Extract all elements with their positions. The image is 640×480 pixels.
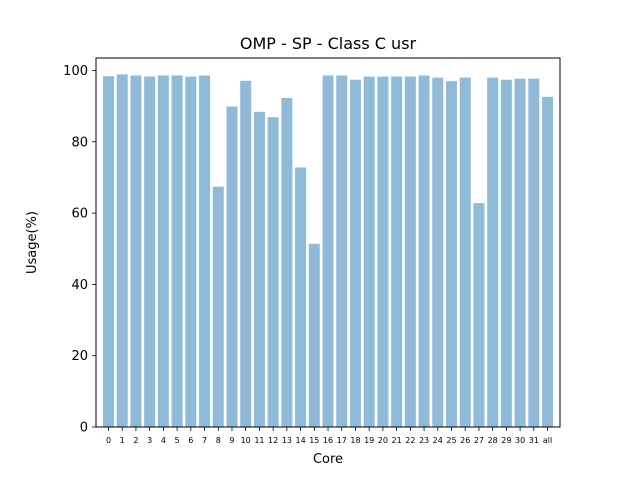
- x-tick-label: 28: [488, 436, 498, 445]
- x-tick-label: 24: [433, 436, 443, 445]
- bar-core-10: [240, 80, 252, 427]
- x-tick-label: 11: [254, 436, 264, 445]
- bar-core-2: [130, 75, 142, 427]
- y-tick-label: 80: [71, 135, 88, 150]
- x-tick-label: 1: [120, 436, 125, 445]
- bar-core-13: [281, 97, 293, 428]
- bar-core-6: [185, 76, 197, 427]
- x-tick-label: all: [543, 436, 552, 445]
- bar-core-0: [103, 76, 114, 428]
- x-tick-label: 21: [392, 436, 402, 445]
- bar-core-28: [487, 77, 499, 428]
- x-tick-label: 23: [419, 436, 429, 445]
- x-tick-label: 3: [147, 436, 152, 445]
- bar-core-18: [349, 79, 361, 427]
- x-tick-label: 8: [216, 436, 221, 445]
- bar-core-11: [253, 111, 265, 427]
- x-tick-label: 13: [282, 436, 292, 445]
- y-tick-label: 40: [71, 278, 88, 293]
- x-tick-label: 4: [161, 436, 166, 445]
- bar-core-25: [446, 81, 457, 428]
- bar-core-24: [432, 77, 444, 428]
- y-tick-label: 100: [63, 64, 88, 79]
- bar-core-7: [199, 75, 211, 427]
- x-tick-label: 2: [133, 436, 138, 445]
- y-axis-label: Usage(%): [25, 211, 40, 274]
- bar-core-12: [267, 117, 279, 428]
- bar-core-3: [144, 76, 156, 427]
- x-tick-label: 20: [378, 436, 388, 445]
- x-tick-label: 26: [460, 436, 470, 445]
- x-tick-label: 5: [175, 436, 180, 445]
- x-tick-label: 6: [188, 436, 193, 445]
- bar-core-29: [500, 79, 512, 427]
- y-tick-label: 20: [71, 349, 88, 364]
- x-tick-label: 12: [268, 436, 278, 445]
- bar-core-22: [404, 76, 416, 427]
- x-tick-label: 9: [229, 436, 234, 445]
- bar-core-1: [116, 74, 128, 428]
- y-tick-label: 60: [71, 207, 88, 222]
- x-tick-label: 0: [106, 436, 111, 445]
- x-tick-label: 19: [364, 436, 374, 445]
- bar-core-30: [514, 78, 526, 428]
- bar-core-15: [308, 243, 320, 427]
- bar-core-8: [212, 186, 224, 427]
- x-tick-label: 30: [515, 436, 525, 445]
- x-axis-label: Core: [313, 452, 343, 467]
- x-tick-label: 27: [474, 436, 484, 445]
- bar-core-31: [528, 78, 540, 428]
- bar-core-27: [473, 203, 485, 427]
- bar-core-5: [171, 75, 183, 427]
- x-tick-label: 29: [501, 436, 511, 445]
- chart-title: OMP - SP - Class C usr: [240, 34, 417, 53]
- x-tick-label: 10: [241, 436, 251, 445]
- y-tick-label: 0: [80, 421, 88, 436]
- x-tick-label: 14: [295, 436, 305, 445]
- x-tick-label: 18: [350, 436, 360, 445]
- bar-core-9: [226, 106, 238, 428]
- bars-layer: [103, 74, 554, 428]
- x-tick-label: 25: [446, 436, 456, 445]
- bar-core-26: [459, 77, 471, 428]
- x-tick-label: 15: [309, 436, 319, 445]
- x-tick-label: 31: [529, 436, 539, 445]
- x-axis-ticks: 0 1 2 3 4 5 6 7 8 9 10 11 12 13 14 15 16 17 18 19 20 21 22 23 24…: [106, 427, 552, 445]
- bar-core-20: [377, 76, 389, 427]
- x-tick-label: 17: [337, 436, 347, 445]
- bar-core-4: [157, 75, 169, 427]
- x-tick-label: 22: [405, 436, 415, 445]
- x-tick-label: 7: [202, 436, 207, 445]
- bar-core-21: [391, 76, 403, 427]
- y-axis-ticks: 0 20 40 60 80 100: [63, 64, 96, 436]
- x-tick-label: 16: [323, 436, 333, 445]
- bar-core-23: [418, 75, 430, 427]
- bar-core-14: [295, 167, 307, 427]
- bar-core-19: [363, 76, 375, 427]
- bar-core-17: [336, 75, 348, 427]
- bar-core-16: [322, 75, 334, 427]
- bar-core-all: [542, 96, 554, 428]
